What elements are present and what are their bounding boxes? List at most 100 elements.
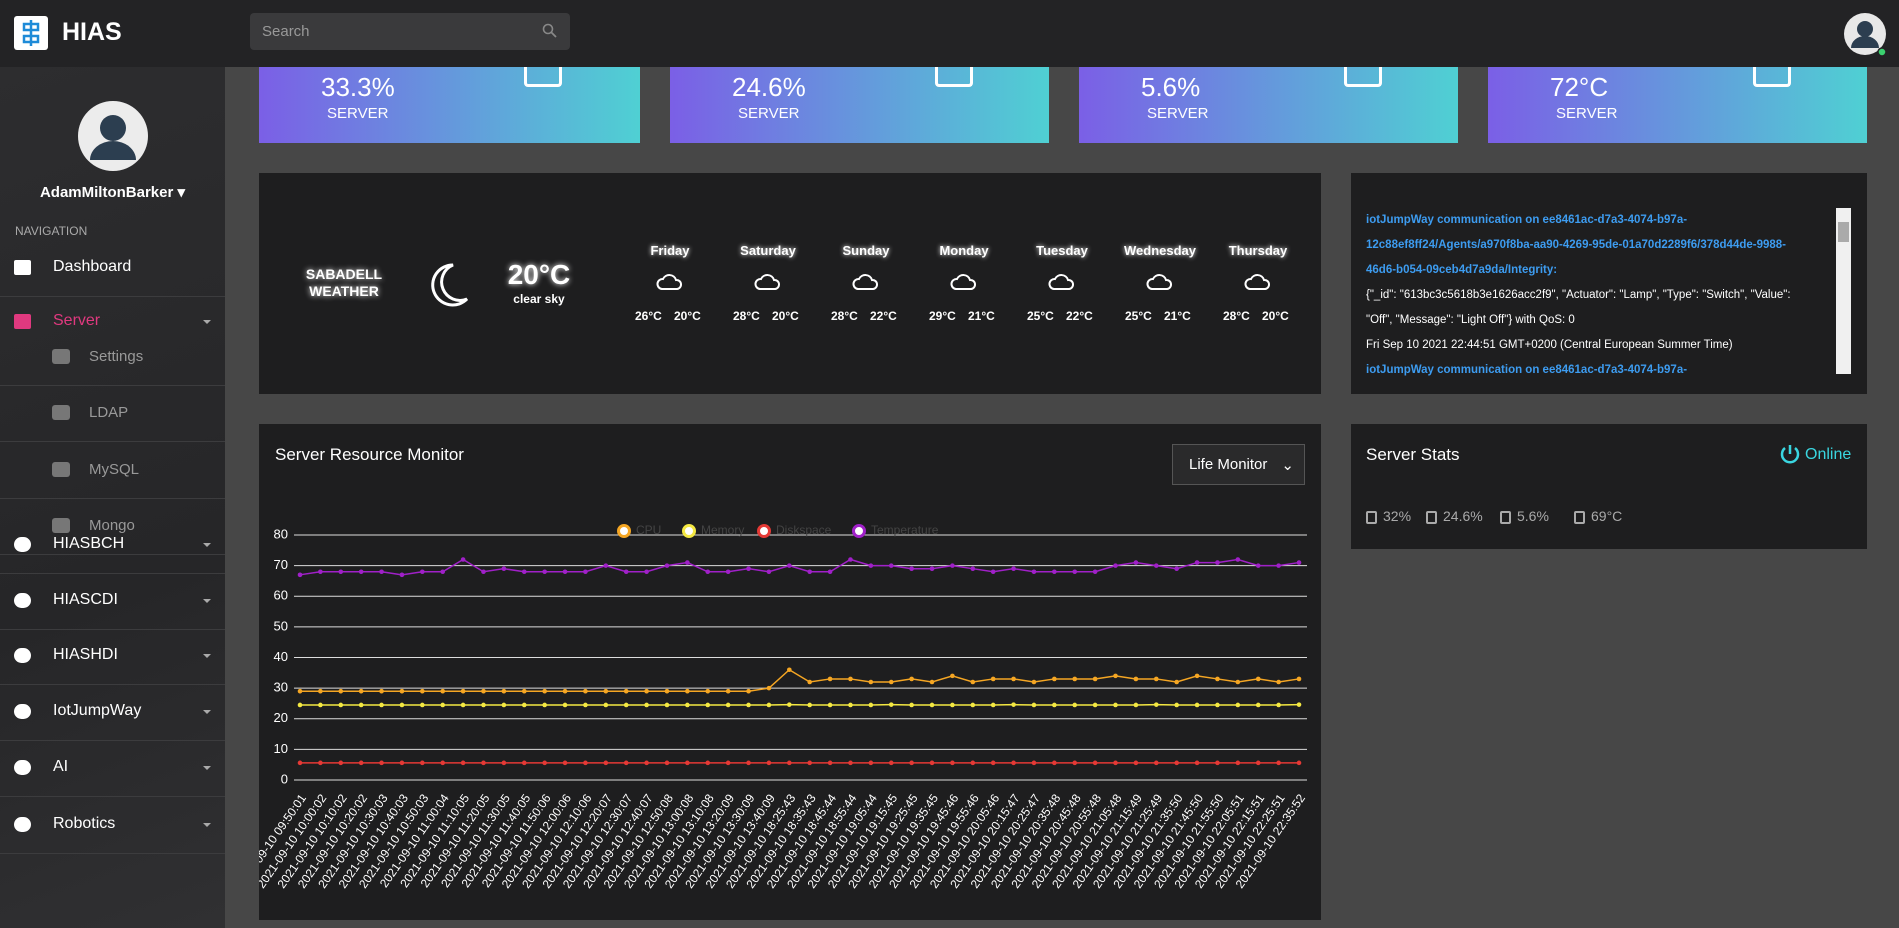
user-name[interactable]: AdamMiltonBarker ▾ — [39, 184, 186, 201]
data-point — [685, 760, 690, 766]
data-point — [542, 569, 547, 575]
user-avatar[interactable] — [1843, 12, 1891, 60]
nav-subitem[interactable]: LDAP — [89, 404, 129, 421]
data-point — [501, 760, 507, 766]
data-point — [685, 702, 690, 708]
data-point — [1235, 702, 1241, 708]
weather-high: 28°C — [1223, 309, 1250, 323]
nav-item[interactable]: AI — [53, 758, 69, 775]
nav-item[interactable]: HIASHDI — [53, 646, 118, 663]
data-point — [909, 566, 914, 571]
data-point — [909, 702, 914, 708]
stat-label: SERVER — [327, 105, 389, 122]
data-point — [1011, 676, 1016, 682]
data-point — [725, 569, 731, 575]
data-point — [318, 569, 323, 575]
data-point — [1031, 760, 1037, 766]
data-point — [970, 702, 976, 708]
data-point — [1153, 676, 1159, 682]
server-stats-title: Server Stats — [1366, 445, 1460, 464]
nav-item[interactable]: Dashboard — [53, 258, 132, 275]
legend-label: Memory — [701, 523, 744, 537]
data-point — [644, 688, 649, 694]
data-point — [379, 760, 384, 766]
weather-low: 22°C — [870, 309, 897, 323]
nav-caret — [203, 654, 211, 662]
cloud — [656, 274, 683, 290]
data-point — [705, 688, 711, 694]
data-point — [481, 569, 486, 575]
search-box[interactable]: Search — [250, 13, 570, 50]
data-point — [1011, 566, 1016, 571]
weather-icon — [1146, 274, 1173, 290]
data-point — [1276, 563, 1281, 568]
nav-item[interactable]: Robotics — [53, 815, 116, 832]
nav-item[interactable]: IotJumpWay — [53, 702, 142, 719]
data-point — [950, 702, 955, 708]
data-point — [1113, 673, 1118, 679]
data-point — [746, 688, 751, 694]
data-point — [868, 679, 874, 685]
nav-item[interactable]: HIASCDI — [53, 591, 118, 608]
data-point — [787, 563, 792, 568]
nav-item[interactable]: HIASBCH — [53, 535, 125, 552]
brand[interactable]: HIAS — [62, 18, 122, 46]
data-point — [1174, 566, 1179, 571]
data-point — [827, 760, 833, 766]
data-point — [501, 566, 507, 571]
data-point — [1296, 760, 1302, 766]
stat-icon — [1753, 67, 1791, 87]
data-point — [358, 569, 364, 575]
data-point — [644, 760, 649, 766]
legend-marker[interactable] — [757, 524, 771, 538]
nav-subitem[interactable]: Mongo — [89, 517, 135, 534]
data-point — [990, 676, 996, 682]
legend-marker[interactable] — [617, 524, 631, 538]
data-point — [888, 760, 894, 766]
server-stat: 5.6% — [1517, 508, 1549, 524]
data-point — [1215, 560, 1220, 565]
nav-item[interactable]: Server — [53, 312, 101, 329]
nav-subitem[interactable]: MySQL — [89, 461, 140, 478]
nav-caret — [203, 320, 211, 328]
nav-caret — [203, 766, 211, 774]
data-point — [929, 702, 935, 708]
data-point — [990, 760, 996, 766]
data-point — [440, 760, 446, 766]
legend-marker[interactable] — [682, 524, 696, 538]
stat-icon — [1426, 511, 1437, 524]
data-point — [562, 702, 568, 708]
data-point — [664, 563, 670, 568]
data-point — [1072, 760, 1078, 766]
user-name-text: AdamMiltonBarker — [39, 184, 174, 201]
data-point — [440, 569, 446, 575]
data-point — [664, 760, 670, 766]
stat-icon — [524, 67, 562, 87]
data-point — [1092, 569, 1098, 575]
data-point — [1296, 560, 1302, 565]
data-point — [644, 702, 649, 708]
data-point — [358, 702, 364, 708]
log-list: iotJumpWay communication on ee8461ac-d7a… — [1366, 208, 1816, 382]
cloud — [1146, 274, 1173, 290]
monitor-select[interactable]: Life Monitor ⌄ — [1172, 444, 1305, 485]
data-point — [1092, 760, 1098, 766]
nav-sub-icon — [52, 518, 70, 533]
data-point — [1011, 760, 1016, 766]
weather-day: Thursday — [1228, 243, 1288, 258]
data-point — [297, 572, 303, 578]
legend-label: Temperature — [871, 523, 939, 537]
stat-value: 5.6% — [1141, 72, 1201, 102]
nav-subitem[interactable]: Settings — [89, 348, 144, 365]
y-tick-label: 70 — [274, 557, 288, 572]
data-point — [583, 702, 588, 708]
data-point — [766, 702, 772, 708]
scrollbar[interactable] — [1836, 208, 1851, 374]
data-point — [746, 760, 751, 766]
moon-icon — [431, 263, 469, 307]
data-point — [1113, 702, 1118, 708]
y-tick-label: 30 — [274, 680, 288, 695]
weather-low: 20°C — [1262, 309, 1289, 323]
legend-marker[interactable] — [852, 524, 866, 538]
